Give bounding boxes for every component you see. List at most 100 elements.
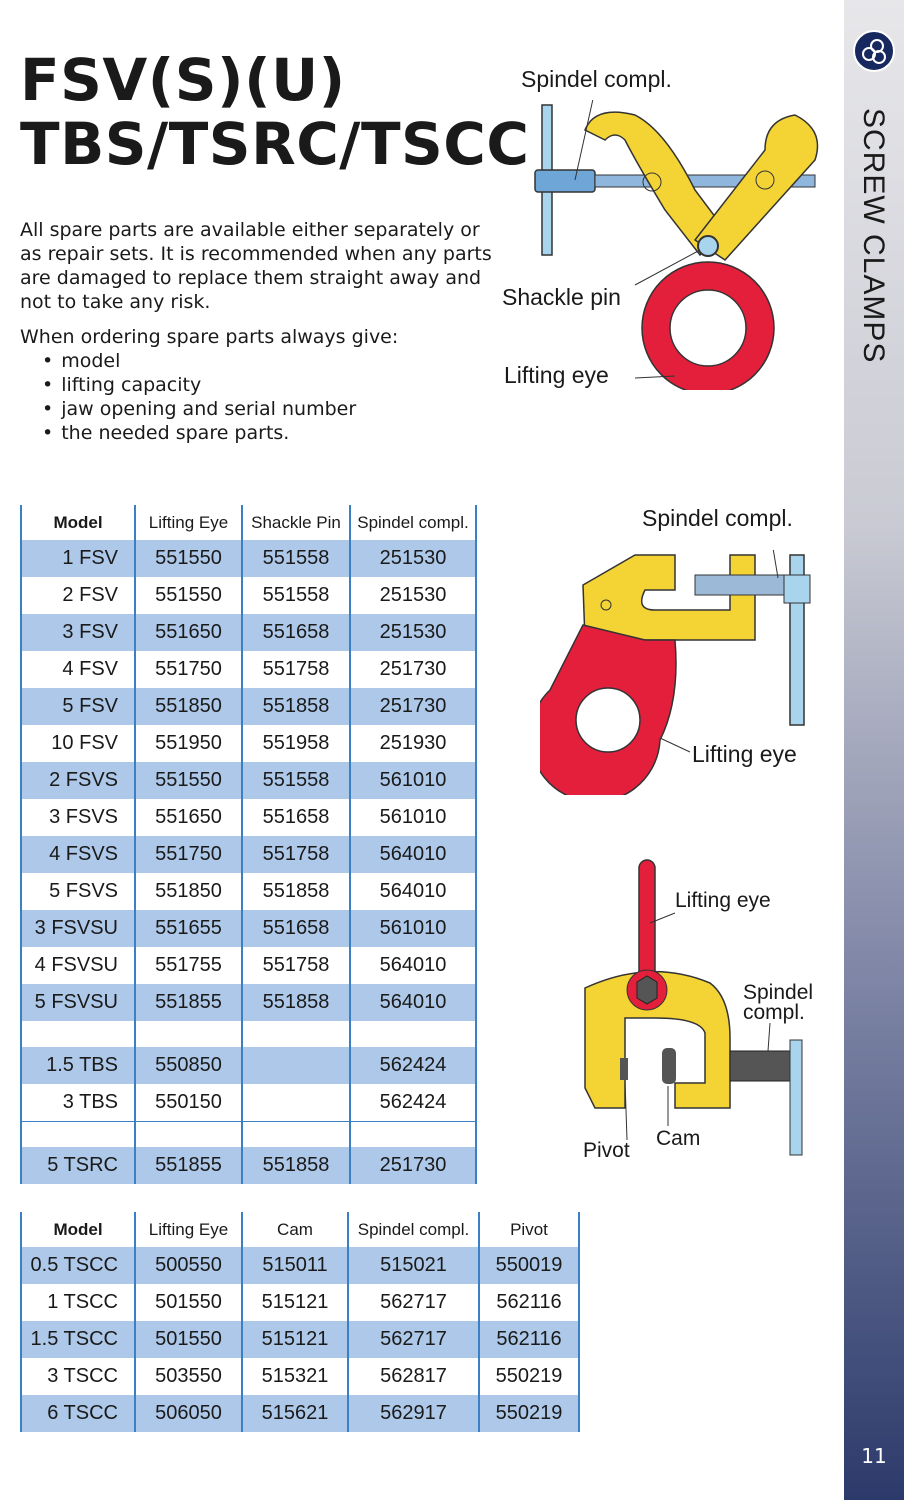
table-cell: 3 TBS: [20, 1084, 136, 1121]
table-row: 4 FSVSU 551755 551758 564010: [20, 947, 477, 984]
column-header: Model: [20, 505, 136, 540]
label-cam: Cam: [656, 1127, 701, 1150]
table-cell: [134, 1021, 243, 1047]
table-cell: 251530: [349, 577, 477, 614]
table-row: 5 FSVSU 551855 551858 564010: [20, 984, 477, 1021]
table-cell: 551750: [134, 836, 243, 873]
table-cell: 551658: [241, 614, 351, 651]
table-cell: [241, 1084, 351, 1121]
column-header: Shackle Pin: [241, 505, 351, 540]
table-cell: 1.5 TBS: [20, 1047, 136, 1084]
table-cell: 4 FSVSU: [20, 947, 136, 984]
table-cell: 551550: [134, 540, 243, 577]
table-cell: 515121: [241, 1284, 349, 1321]
table-cell: 562717: [347, 1284, 480, 1321]
table-cell: 5 FSV: [20, 688, 136, 725]
table-cell: 551758: [241, 836, 351, 873]
table-cell: 515011: [241, 1247, 349, 1284]
table-cell: 551750: [134, 651, 243, 688]
table-cell: 5 TSRC: [20, 1147, 136, 1184]
table-cell: 550219: [478, 1358, 580, 1395]
label-spindel: Spindel compl.: [521, 66, 672, 92]
column-header: Spindel compl.: [349, 505, 477, 540]
table-cell: 551758: [241, 947, 351, 984]
table-cell: 561010: [349, 799, 477, 836]
table-cell: 3 TSCC: [20, 1358, 136, 1395]
table-cell: 515021: [347, 1247, 480, 1284]
table-row: 2 FSVS 551550 551558 561010: [20, 762, 477, 799]
table-cell: 562116: [478, 1321, 580, 1358]
table-cell: 551655: [134, 910, 243, 947]
table-cell: 251730: [349, 688, 477, 725]
table-cell: 550019: [478, 1247, 580, 1284]
table-cell: 251530: [349, 614, 477, 651]
table-cell: 561010: [349, 910, 477, 947]
label-lifting-eye: Lifting eye: [675, 889, 771, 912]
intro-paragraph: All spare parts are available either sep…: [20, 219, 492, 313]
list-item: lifting capacity: [42, 373, 500, 397]
table-cell: 3 FSV: [20, 614, 136, 651]
table-cell: [20, 1021, 136, 1047]
table-cell: 551858: [241, 873, 351, 910]
table-cell: 1 TSCC: [20, 1284, 136, 1321]
table-cell: 515321: [241, 1358, 349, 1395]
table-cell: 551850: [134, 873, 243, 910]
table-row: 4 FSVS 551750 551758 564010: [20, 836, 477, 873]
table-cell: 550850: [134, 1047, 243, 1084]
table-row: 1 FSV 551550 551558 251530: [20, 540, 477, 577]
table-cell: 5 FSVSU: [20, 984, 136, 1021]
ordering-list: model lifting capacity jaw opening and s…: [42, 349, 500, 445]
table-cell: 503550: [134, 1358, 243, 1395]
table-row: 1 TSCC 501550 515121 562717 562116: [20, 1284, 580, 1321]
table-row: 2 FSV 551550 551558 251530: [20, 577, 477, 614]
table-row: [20, 1120, 477, 1147]
table-cell: 551550: [134, 577, 243, 614]
table-row: [20, 1021, 477, 1047]
column-header: Model: [20, 1212, 136, 1247]
table-cell: 0.5 TSCC: [20, 1247, 136, 1284]
table-cell: 3 FSVS: [20, 799, 136, 836]
table-cell: 1 FSV: [20, 540, 136, 577]
table-cell: 564010: [349, 984, 477, 1021]
table-cell: 562424: [349, 1084, 477, 1121]
label-spindel-compl: compl.: [743, 1001, 805, 1024]
table-cell: 551858: [241, 688, 351, 725]
table-cell: 551855: [134, 1147, 243, 1184]
sidebar: SCREW CLAMPS 11: [844, 0, 904, 1500]
table-cell: 551950: [134, 725, 243, 762]
table-cell: 2 FSV: [20, 577, 136, 614]
table-cell: 551558: [241, 577, 351, 614]
page-title: FSV(S)(U) TBS/TSRC/TSCC: [20, 48, 529, 176]
table-cell: [20, 1120, 136, 1147]
table-cell: 515621: [241, 1395, 349, 1432]
table-cell: 515121: [241, 1321, 349, 1358]
title-line-1: FSV(S)(U): [20, 46, 346, 114]
table-cell: 551850: [134, 688, 243, 725]
column-header: Spindel compl.: [347, 1212, 480, 1247]
table-cell: 500550: [134, 1247, 243, 1284]
table-cell: 551758: [241, 651, 351, 688]
ordering-heading: When ordering spare parts always give:: [20, 326, 399, 348]
rolls-logo-icon: [853, 30, 895, 72]
table-cell: 251530: [349, 540, 477, 577]
table-cell: 551858: [241, 1147, 351, 1184]
table-cell: [349, 1120, 477, 1147]
table-cell: 251730: [349, 1147, 477, 1184]
table-cell: [241, 1120, 351, 1147]
table-row: 4 FSV 551750 551758 251730: [20, 651, 477, 688]
table-cell: [349, 1021, 477, 1047]
table-cell: 4 FSVS: [20, 836, 136, 873]
label-lifting-eye: Lifting eye: [692, 741, 797, 767]
table-row: 3 FSV 551650 551658 251530: [20, 614, 477, 651]
table-row: 5 FSV 551850 551858 251730: [20, 688, 477, 725]
tscc-spare-parts-table: Model Lifting Eye Cam Spindel compl. Pivot 0.…: [20, 1212, 580, 1432]
table-cell: 551658: [241, 799, 351, 836]
table-cell: 1.5 TSCC: [20, 1321, 136, 1358]
fsv-clamp-illustration: [534, 100, 819, 390]
ordering-info: When ordering spare parts always give: m…: [20, 325, 500, 445]
table-cell: 551755: [134, 947, 243, 984]
table-cell: 562424: [349, 1047, 477, 1084]
table-cell: [241, 1021, 351, 1047]
table-cell: 551550: [134, 762, 243, 799]
title-line-2: TBS/TSRC/TSCC: [20, 110, 530, 178]
